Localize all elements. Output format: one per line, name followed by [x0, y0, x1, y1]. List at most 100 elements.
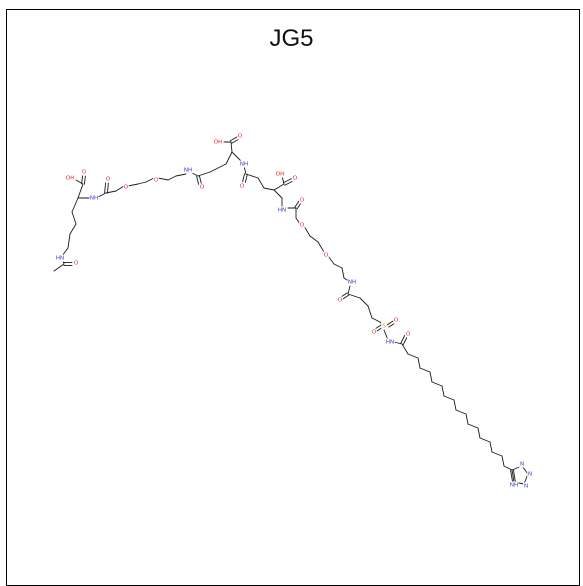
atom-label-backdrop — [183, 166, 193, 174]
fatty-acid-chain — [417, 357, 421, 369]
atom-label-backdrop — [55, 254, 65, 262]
peg-bond — [137, 181, 147, 185]
atom-label-oxygen: O — [406, 332, 411, 338]
glu-side-chain — [263, 187, 275, 191]
atom-label-backdrop — [65, 174, 75, 182]
fatty-acid-chain — [455, 409, 467, 415]
atom-label-backdrop — [239, 182, 245, 190]
fatty-acid-chain — [489, 441, 493, 453]
fatty-acid-chain — [491, 451, 503, 457]
amide-carbonyl — [104, 182, 107, 194]
peg-bond — [317, 241, 325, 253]
atom-label-backdrop — [105, 175, 111, 183]
atom-label-backdrop — [239, 160, 249, 168]
glu-side-chain — [217, 163, 227, 169]
atom-label-backdrop — [527, 470, 533, 478]
atom-label-backdrop — [323, 251, 329, 259]
atom-label-backdrop — [381, 322, 387, 330]
glu-side-chain — [209, 167, 219, 173]
atom-label-ether-oxygen: O — [300, 223, 305, 229]
bond-s-n — [383, 329, 389, 341]
atom-label-backdrop — [89, 194, 99, 202]
atom-label-nitrogen: N — [524, 484, 528, 490]
peg-bond — [333, 263, 343, 269]
atom-label-sulfur: S — [382, 324, 386, 330]
atom-label-backdrop — [371, 328, 377, 336]
carboxyl-carbonyl — [284, 180, 294, 186]
bond-alpha — [225, 151, 233, 165]
fatty-acid-chain — [443, 395, 455, 401]
atom-label-oxygen: O — [200, 185, 205, 191]
fatty-acid-chain — [477, 427, 481, 439]
atom-label-hydroxyl: OH — [276, 172, 284, 178]
molecule-title: JG5 — [269, 25, 314, 52]
alkyl-chain — [347, 293, 361, 299]
atom-label-backdrop — [347, 278, 357, 286]
fatty-acid-chain — [479, 437, 491, 443]
fatty-acid-chain — [429, 371, 433, 383]
atom-label-amine: NH — [90, 196, 98, 202]
tetrazole-double-bond — [510, 469, 514, 483]
bond-cooh — [273, 183, 285, 191]
fatty-acid-chain — [467, 423, 479, 429]
acetyl-methyl-bond — [53, 263, 65, 272]
structure-frame — [6, 9, 580, 586]
atom-label-amine: HN — [56, 256, 64, 262]
amide-carbonyl — [294, 200, 300, 208]
atom-label-oxygen: O — [240, 184, 245, 190]
atom-label-backdrop — [153, 176, 159, 184]
atom-label-oxygen: O — [82, 170, 87, 176]
peg-bond — [327, 255, 335, 265]
atom-label-backdrop — [73, 259, 79, 267]
sulfonyl-double-bond — [388, 322, 396, 328]
atom-label-oxygen: O — [300, 198, 305, 204]
amide-bond — [347, 285, 351, 295]
fatty-acid-chain — [407, 353, 419, 359]
fatty-acid-chain — [501, 455, 505, 467]
amide-carbonyl — [198, 175, 202, 185]
fatty-acid-chain — [465, 413, 469, 425]
peg-bond — [157, 177, 169, 181]
atom-label-amine: HN — [386, 340, 394, 346]
atom-label-oxygen: O — [372, 330, 377, 336]
peg-bond — [303, 225, 311, 237]
atom-label-backdrop — [519, 460, 525, 468]
fatty-acid-chain — [503, 465, 513, 471]
lysine-side-chain — [71, 211, 77, 225]
bond-alpha — [273, 189, 283, 199]
amide-carbonyl — [340, 292, 348, 298]
amide-carbonyl — [296, 202, 302, 210]
atom-label-backdrop — [299, 196, 305, 204]
glu-side-chain — [197, 171, 211, 177]
amide-carbonyl — [342, 294, 350, 300]
atom-label-hydroxyl: OH — [214, 140, 222, 146]
amide-carbonyl — [400, 334, 406, 344]
sulfonyl-double-bond — [374, 324, 382, 330]
bond-alpha — [77, 183, 84, 199]
bond-alpha-nh — [231, 151, 243, 163]
tetrazole-ring — [511, 469, 515, 483]
atom-label-backdrop — [337, 296, 343, 304]
atom-label-backdrop — [292, 174, 298, 182]
atom-label-backdrop — [213, 138, 223, 146]
tetrazole-double-bond — [512, 469, 516, 483]
bond-cooh — [230, 141, 233, 153]
atom-label-backdrop — [237, 132, 243, 140]
atom-label-oxygen: O — [74, 261, 79, 267]
amide-carbonyl — [244, 173, 248, 183]
atom-label-backdrop — [299, 221, 305, 229]
atom-label-backdrop — [385, 338, 395, 346]
amide-carbonyl — [242, 173, 246, 183]
peg-bond — [175, 173, 187, 177]
fatty-acid-chain — [431, 381, 443, 387]
carboxyl-carbonyl — [282, 178, 292, 184]
atom-label-amine: NH — [510, 483, 518, 489]
lysine-side-chain — [71, 197, 79, 213]
carboxyl-carbonyl — [231, 138, 240, 144]
peg-bond — [127, 183, 139, 187]
atom-label-hydroxyl: OH — [66, 176, 74, 182]
atom-label-amine: HN — [278, 208, 286, 214]
peg-bond — [341, 267, 345, 279]
atom-label-oxygen: O — [338, 298, 343, 304]
